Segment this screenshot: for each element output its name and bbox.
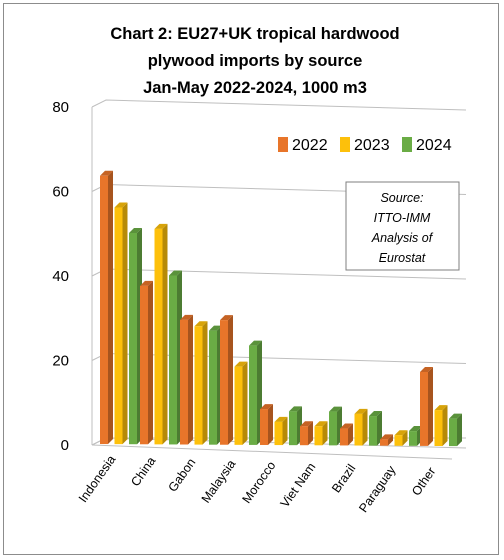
legend-swatch-2024 bbox=[402, 137, 412, 152]
bar-2022-morocco bbox=[260, 404, 273, 445]
x-label-other: Other bbox=[409, 465, 438, 499]
legend: 2022 2023 2024 bbox=[278, 137, 452, 154]
x-label-morocco: Morocco bbox=[239, 459, 278, 506]
chart-title-line-2: plywood imports by source bbox=[148, 52, 363, 70]
bar-2023-paraguay bbox=[394, 430, 408, 446]
y-tick-label: 40 bbox=[52, 268, 69, 285]
legend-label-2024: 2024 bbox=[416, 137, 452, 154]
bar-2024-brazil bbox=[369, 411, 382, 446]
source-line-1: Source: bbox=[380, 191, 423, 205]
bar-group-brazil bbox=[340, 408, 382, 446]
bar-2022-paraguay bbox=[380, 434, 393, 446]
bar-group-viet-nam bbox=[300, 406, 342, 446]
x-axis-labels: Indonesia China Gabon Malaysia Morocco Viet N… bbox=[76, 453, 439, 515]
bars bbox=[100, 170, 462, 447]
bar-2022-gabon bbox=[180, 314, 193, 445]
bar-2023-viet-nam bbox=[314, 421, 328, 446]
legend-label-2023: 2023 bbox=[354, 137, 390, 154]
y-tick-label: 20 bbox=[52, 353, 69, 370]
x-label-indonesia: Indonesia bbox=[76, 453, 119, 505]
bar-2022-other bbox=[420, 366, 433, 446]
chart-title-line-3: Jan-May 2022-2024, 1000 m3 bbox=[143, 79, 367, 97]
x-label-malaysia: Malaysia bbox=[199, 457, 239, 505]
legend-label-2022: 2022 bbox=[292, 137, 328, 154]
source-line-2: ITTO-IMM bbox=[374, 211, 431, 225]
x-label-paraguay: Paraguay bbox=[356, 463, 399, 515]
bar-2024-other bbox=[449, 413, 462, 447]
bar-2022-malaysia bbox=[220, 315, 233, 445]
bar-group-morocco bbox=[260, 404, 302, 446]
bar-2022-indonesia bbox=[100, 170, 113, 445]
bar-2022-viet-nam bbox=[300, 421, 313, 446]
y-tick-label: 80 bbox=[52, 99, 69, 116]
chart-frame: Chart 2: EU27+UK tropical hardwood plywo… bbox=[3, 3, 499, 555]
bar-2023-gabon bbox=[194, 321, 208, 445]
bar-chart: Chart 2: EU27+UK tropical hardwood plywo… bbox=[52, 25, 467, 515]
chart-title-line-1: Chart 2: EU27+UK tropical hardwood bbox=[110, 25, 399, 43]
y-tick-label: 0 bbox=[61, 437, 69, 454]
bar-2023-other bbox=[434, 405, 448, 446]
x-label-china: China bbox=[128, 454, 158, 489]
x-label-gabon: Gabon bbox=[165, 456, 198, 495]
legend-swatch-2022 bbox=[278, 137, 288, 152]
source-box-border bbox=[345, 181, 460, 271]
y-tick-label: 60 bbox=[52, 184, 69, 201]
source-annotation: Source: ITTO-IMM Analysis of Eurostat bbox=[345, 181, 460, 271]
bar-group-paraguay bbox=[380, 426, 422, 446]
x-axis-line bbox=[91, 444, 453, 460]
bar-2023-indonesia bbox=[114, 202, 128, 445]
bar-2022-china bbox=[140, 280, 153, 445]
bar-group-malaysia bbox=[220, 315, 262, 445]
legend-swatch-2023 bbox=[340, 137, 350, 152]
bar-group-china bbox=[140, 223, 182, 445]
bar-group-other bbox=[420, 366, 462, 447]
x-label-viet-nam: Viet Nam bbox=[278, 460, 319, 510]
source-line-4: Eurostat bbox=[379, 251, 426, 265]
chart-title: Chart 2: EU27+UK tropical hardwood plywo… bbox=[110, 25, 399, 97]
y-axis-ticks: 0 20 40 60 80 bbox=[52, 99, 69, 454]
bar-2023-malaysia bbox=[234, 361, 248, 445]
bar-group-gabon bbox=[180, 314, 222, 445]
gridline bbox=[91, 99, 467, 111]
x-label-brazil: Brazil bbox=[329, 462, 358, 496]
bar-group-indonesia bbox=[100, 170, 142, 445]
bar-2023-brazil bbox=[354, 408, 368, 446]
source-line-3: Analysis of bbox=[371, 231, 434, 245]
bar-2023-china bbox=[154, 223, 168, 445]
bar-2023-morocco bbox=[274, 416, 288, 446]
bar-2022-brazil bbox=[340, 423, 353, 446]
